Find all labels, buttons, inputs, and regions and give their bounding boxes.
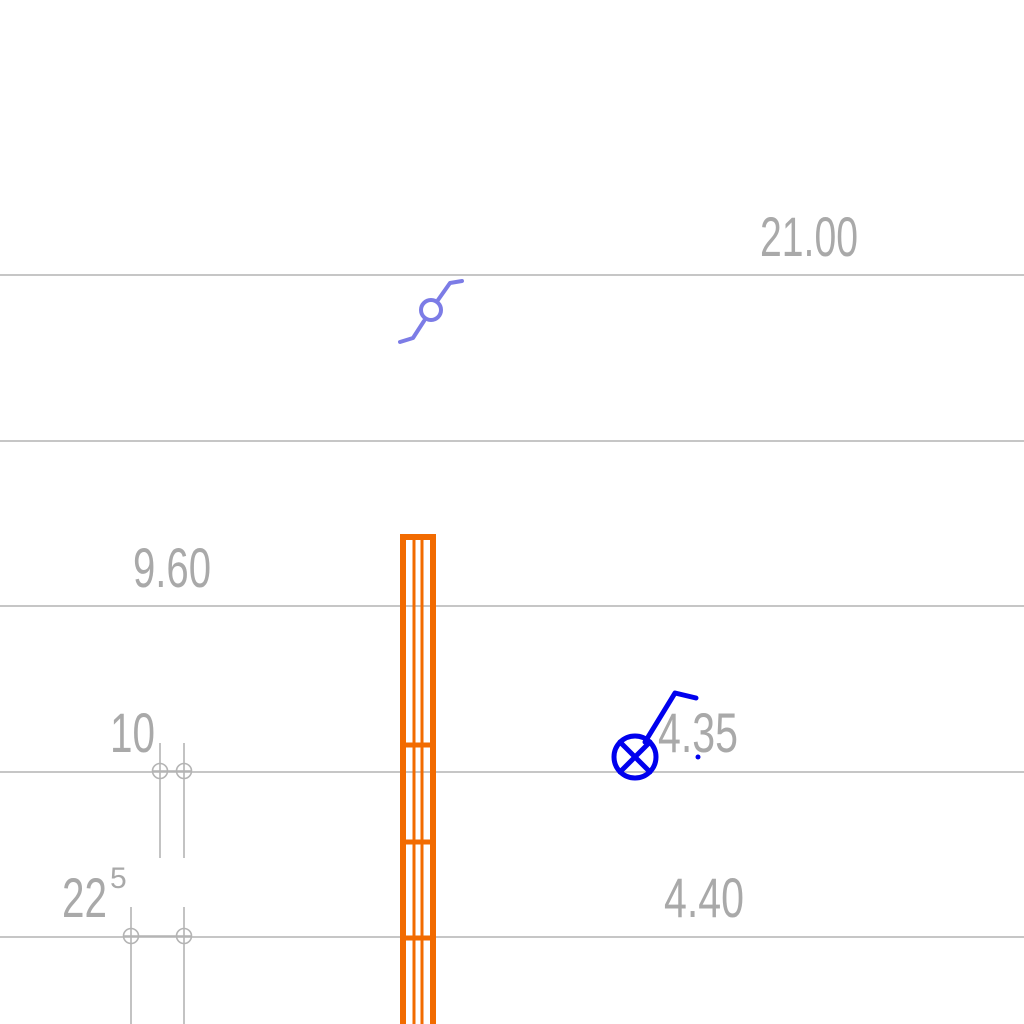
dimension-ticks-upper xyxy=(151,743,193,858)
grid-lines xyxy=(0,274,1024,938)
label-left-upper: 9.60 xyxy=(133,536,211,599)
label-right-mid: 4.35 xyxy=(658,701,738,764)
label-left-22-superscript: 5 xyxy=(110,862,127,895)
dimension-ticks-lower xyxy=(122,907,193,1024)
switch-symbol-icon xyxy=(398,279,464,344)
luminaire-switch-icon xyxy=(611,690,701,781)
label-top-right: 21.00 xyxy=(760,205,858,268)
label-right-low: 4.40 xyxy=(664,866,744,929)
dot-icon xyxy=(695,754,701,760)
orange-column xyxy=(400,534,436,1024)
label-left-22: 22 xyxy=(62,866,107,929)
column-outline xyxy=(400,534,436,1024)
label-left-10: 10 xyxy=(110,701,155,764)
